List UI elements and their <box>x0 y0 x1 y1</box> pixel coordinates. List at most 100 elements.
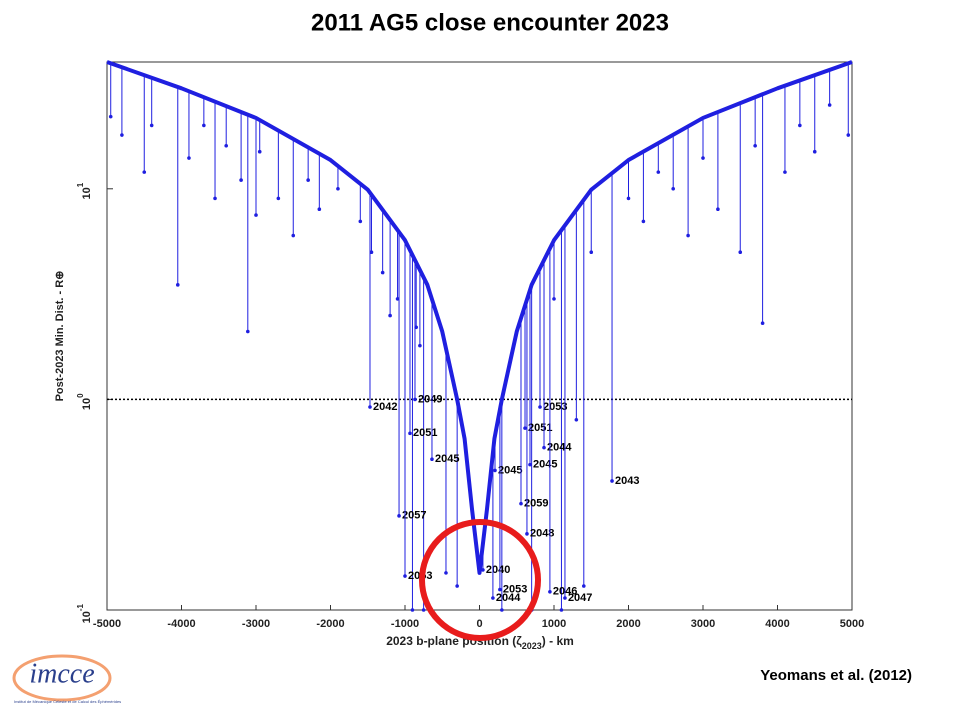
logo-swoosh <box>12 654 112 702</box>
spike-point <box>202 123 206 128</box>
spike-point <box>548 590 552 594</box>
spike-point <box>656 170 661 174</box>
y-tick-base: 10 <box>81 398 93 410</box>
credit: Yeomans et al. (2012) <box>760 667 912 684</box>
spike-point <box>388 313 392 318</box>
x-axis-label-sub: 2023 <box>522 641 542 651</box>
spike-point <box>753 144 757 148</box>
spike-point <box>589 250 594 254</box>
spike-point <box>528 462 532 467</box>
spike-point <box>276 196 281 201</box>
spike-point <box>120 133 124 137</box>
spike-point <box>418 343 422 348</box>
x-tick-label: -3000 <box>242 618 270 630</box>
spike-point <box>538 405 542 409</box>
y-tick-base: 10 <box>81 611 93 623</box>
x-tick-label: -2000 <box>316 618 344 630</box>
keyhole-label: 2053 <box>503 583 527 595</box>
keyhole-label: 2057 <box>402 510 426 522</box>
x-tick-label: 0 <box>476 618 482 630</box>
spike-point <box>523 426 527 430</box>
spike-point <box>716 207 720 212</box>
spike-point <box>257 149 262 154</box>
spike-point <box>239 178 243 182</box>
spike-point <box>582 584 586 588</box>
logo: imcce Institut de Mécanique Céleste et d… <box>12 654 121 704</box>
spike-point <box>563 596 567 600</box>
x-axis-label-suffix: ) - km <box>542 634 574 648</box>
spike-point <box>846 133 851 137</box>
spike-point <box>671 186 675 191</box>
keyhole-label: 2053 <box>543 401 567 413</box>
spike-point <box>149 123 154 128</box>
spike-point <box>395 297 400 301</box>
spike-point <box>410 608 415 612</box>
spike-point <box>213 196 217 201</box>
spike-point <box>525 532 529 536</box>
y-tick-exponent: 1 <box>76 182 85 187</box>
keyhole-label: 2044 <box>496 592 521 604</box>
spike-point <box>369 250 374 254</box>
spike-point <box>552 297 556 301</box>
spike-point <box>142 170 147 174</box>
y-tick-label: 10-1 <box>76 603 93 623</box>
spike-point <box>498 587 502 592</box>
spike-point <box>317 207 322 212</box>
y-axis-label: Post-2023 Min. Dist. - R⊕ <box>54 271 66 402</box>
envelope-line <box>106 60 853 575</box>
keyhole-label: 2040 <box>486 564 510 576</box>
spike-point <box>368 405 372 409</box>
y-tick-label: 101 <box>76 182 93 199</box>
spike-point <box>224 144 228 148</box>
x-tick-label: 1000 <box>542 618 566 630</box>
spike-point <box>542 445 546 450</box>
spike-point <box>783 170 787 174</box>
spike-point <box>187 156 191 160</box>
spike-point <box>421 608 426 612</box>
y-tick-exponent: 0 <box>76 393 85 398</box>
spike-point <box>254 213 258 217</box>
y-tick-label: 100 <box>76 393 93 410</box>
spike-point <box>827 103 832 107</box>
spike-point <box>444 571 448 575</box>
spike-point <box>519 501 523 506</box>
keyhole-label: 2051 <box>528 422 552 434</box>
x-tick-label: -1000 <box>391 618 419 630</box>
keyhole-label: 2059 <box>524 498 548 510</box>
keyhole-label: 2045 <box>498 464 522 476</box>
spike-point <box>738 250 743 254</box>
keyhole-label: 2049 <box>418 393 442 405</box>
spike-point <box>701 156 705 160</box>
x-tick-label: 2000 <box>616 618 640 630</box>
spike-point <box>610 479 614 483</box>
spike-point <box>358 219 363 224</box>
spike-point <box>500 608 504 612</box>
spike-point <box>246 329 250 334</box>
spike-point <box>291 233 296 238</box>
y-tick-base: 10 <box>81 187 93 199</box>
spike-point <box>798 123 802 128</box>
keyhole-label: 2051 <box>413 427 437 439</box>
keyhole-label: 2045 <box>435 453 459 465</box>
keyhole-label: 2042 <box>373 401 397 413</box>
keyhole-label: 2043 <box>615 475 639 487</box>
spike-point <box>626 196 631 201</box>
x-tick-label: 3000 <box>691 618 715 630</box>
x-tick-label: 5000 <box>840 618 864 630</box>
highlight-circle <box>419 519 541 641</box>
spike-point <box>760 321 765 326</box>
spike-point <box>430 457 434 462</box>
spike-point <box>493 468 497 473</box>
spike-point <box>455 584 459 588</box>
spike-point <box>413 397 417 402</box>
spike-point <box>559 608 564 612</box>
keyhole-label: 2047 <box>568 592 592 604</box>
spike-point <box>408 431 412 436</box>
keyhole-label: 2045 <box>533 459 557 471</box>
chart-title: 2011 AG5 close encounter 2023 <box>311 9 669 36</box>
plot: -5000 -4000 -3000 -2000 -1000 0 1000 2000 3000 40… <box>76 60 864 630</box>
spike-point <box>336 186 340 191</box>
x-tick-label: -5000 <box>93 618 121 630</box>
spike-point <box>306 178 310 182</box>
